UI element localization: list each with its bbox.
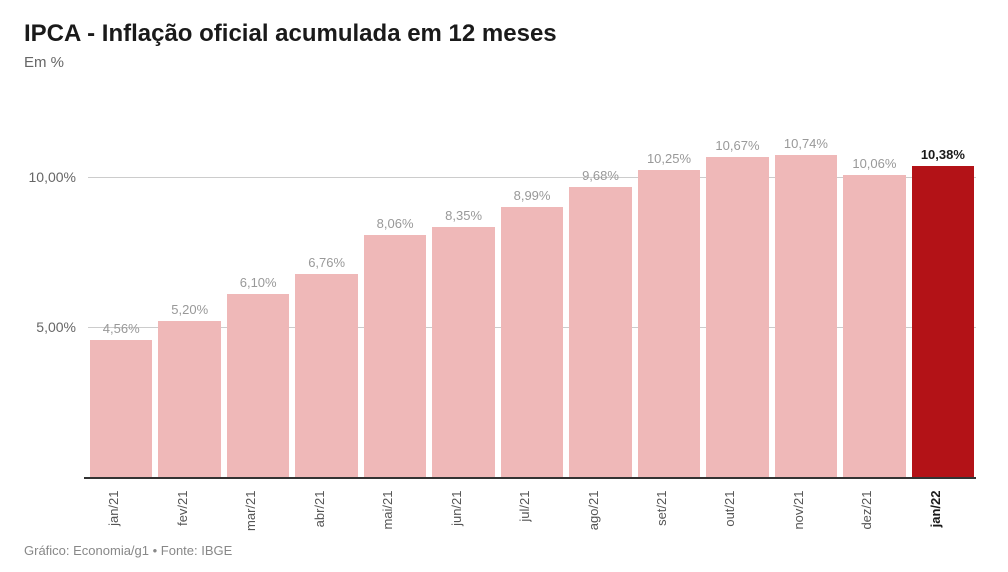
bar-fill: 4,56% — [90, 340, 152, 477]
y-axis-label: 10,00% — [29, 169, 76, 185]
bar-value-label: 5,20% — [171, 302, 208, 317]
chart-title: IPCA - Inflação oficial acumulada em 12 … — [24, 20, 976, 48]
bar-category-label: abr/21 — [312, 491, 327, 528]
chart-footer: Gráfico: Economia/g1 • Fonte: IBGE — [24, 543, 232, 558]
bar: 10,38%jan/22 — [912, 111, 974, 477]
bar-value-label: 8,35% — [445, 208, 482, 223]
bar: 10,67%out/21 — [706, 111, 768, 477]
bar: 5,20%fev/21 — [158, 111, 220, 477]
bar-fill: 8,99% — [501, 207, 563, 477]
bar: 6,76%abr/21 — [295, 111, 357, 477]
bar-fill: 6,76% — [295, 274, 357, 477]
bar: 10,74%nov/21 — [775, 111, 837, 477]
bar-category-label: jan/21 — [106, 491, 121, 526]
bar-fill: 5,20% — [158, 321, 220, 477]
bar-value-label: 10,74% — [784, 136, 828, 151]
bar-category-label: set/21 — [654, 491, 669, 526]
bar-fill: 10,38% — [912, 166, 974, 477]
bar: 4,56%jan/21 — [90, 111, 152, 477]
bar-category-label: nov/21 — [791, 491, 806, 530]
bar-category-label: jan/22 — [928, 491, 943, 528]
bar-category-label: dez/21 — [859, 491, 874, 530]
bar-value-label: 8,99% — [514, 188, 551, 203]
bar-fill: 8,35% — [432, 227, 494, 478]
bar-category-label: fev/21 — [175, 491, 190, 526]
y-axis-label: 5,00% — [36, 319, 76, 335]
bar-category-label: jun/21 — [449, 491, 464, 526]
bar: 10,25%set/21 — [638, 111, 700, 477]
chart-container: IPCA - Inflação oficial acumulada em 12 … — [0, 0, 1008, 572]
bar-value-label: 10,06% — [852, 156, 896, 171]
bar: 8,99%jul/21 — [501, 111, 563, 477]
bar-fill: 9,68% — [569, 187, 631, 477]
bar-value-label: 6,76% — [308, 255, 345, 270]
chart-subtitle: Em % — [24, 54, 976, 71]
bar-category-label: ago/21 — [586, 491, 601, 531]
bar-fill: 10,67% — [706, 157, 768, 477]
bar: 10,06%dez/21 — [843, 111, 905, 477]
bar-value-label: 10,67% — [715, 138, 759, 153]
bar-value-label: 9,68% — [582, 168, 619, 183]
bar-category-label: mai/21 — [380, 491, 395, 530]
bar-category-label: out/21 — [722, 491, 737, 527]
bar-fill: 10,25% — [638, 170, 700, 478]
bars-region: 4,56%jan/215,20%fev/216,10%mar/216,76%ab… — [88, 111, 976, 477]
bar-fill: 8,06% — [364, 235, 426, 477]
chart-area: 5,00% 10,00% 4,56%jan/215,20%fev/216,10%m… — [24, 85, 976, 517]
bar-category-label: jul/21 — [517, 491, 532, 522]
bar-value-label: 6,10% — [240, 275, 277, 290]
bar-value-label: 4,56% — [103, 321, 140, 336]
bar: 9,68%ago/21 — [569, 111, 631, 477]
bar-fill: 6,10% — [227, 294, 289, 477]
bar-value-label: 10,38% — [921, 147, 965, 162]
y-axis: 5,00% 10,00% — [24, 85, 84, 517]
bar-fill: 10,06% — [843, 175, 905, 477]
bar: 6,10%mar/21 — [227, 111, 289, 477]
plot-area: 4,56%jan/215,20%fev/216,10%mar/216,76%ab… — [88, 85, 976, 517]
bar-category-label: mar/21 — [243, 491, 258, 531]
bar-fill: 10,74% — [775, 155, 837, 477]
bar-value-label: 8,06% — [377, 216, 414, 231]
bars-row: 4,56%jan/215,20%fev/216,10%mar/216,76%ab… — [88, 111, 976, 477]
bar: 8,35%jun/21 — [432, 111, 494, 477]
baseline — [84, 477, 976, 479]
bar-value-label: 10,25% — [647, 151, 691, 166]
bar: 8,06%mai/21 — [364, 111, 426, 477]
